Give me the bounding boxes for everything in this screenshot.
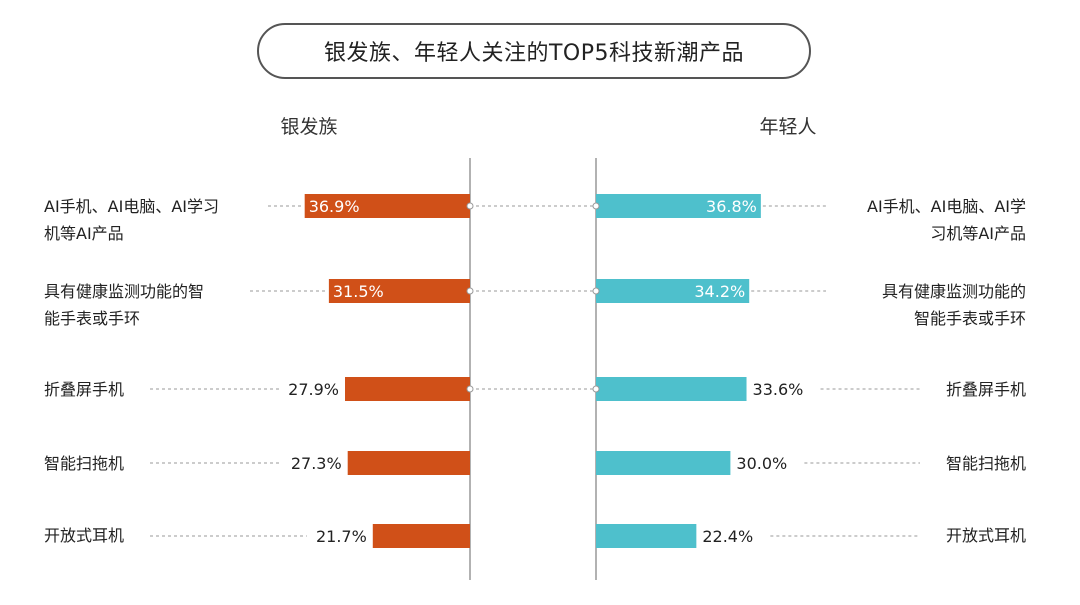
silver-value-label-2: 31.5%: [333, 282, 384, 301]
young-bar-1: [596, 194, 761, 218]
young-bar-2: [596, 279, 750, 303]
young-category-label-2: 具有健康监测功能的 智能手表或手环: [881, 282, 1026, 328]
silver-category-label-5: 开放式耳机: [44, 526, 125, 545]
group-title-young: 年轻人: [759, 116, 817, 138]
group-title-silver: 银发族: [280, 116, 338, 138]
young-value-label-3: 33.6%: [753, 380, 804, 399]
silver-bar-4: [347, 451, 470, 475]
silver-axis-dot-3: [466, 385, 474, 393]
young-category-label-3: 折叠屏手机: [945, 380, 1026, 399]
silver-category-label-1: AI手机、AI电脑、AI学习 机等AI产品: [44, 197, 219, 243]
young-axis-dot-2: [592, 287, 600, 295]
silver-value-label-3: 27.9%: [288, 380, 339, 399]
young-value-label-4: 30.0%: [736, 454, 787, 473]
silver-category-label-2: 具有健康监测功能的智 能手表或手环: [44, 282, 205, 328]
silver-category-label-4: 智能扫拖机: [44, 454, 125, 473]
young-value-label-2: 34.2%: [694, 282, 745, 301]
silver-value-label-4: 27.3%: [291, 454, 342, 473]
young-axis-dot-1: [592, 202, 600, 210]
silver-value-label-1: 36.9%: [309, 197, 360, 216]
silver-axis-dot-2: [466, 287, 474, 295]
young-category-label-4: 智能扫拖机: [945, 454, 1026, 473]
young-bar-5: [596, 524, 697, 548]
chart-title-text: 银发族、年轻人关注的TOP5科技新潮产品: [323, 41, 745, 66]
young-bar-3: [596, 377, 747, 401]
silver-axis-dot-1: [466, 202, 474, 210]
young-category-label-1: AI手机、AI电脑、AI学 习机等AI产品: [867, 197, 1026, 243]
silver-bar-1: [304, 194, 470, 218]
silver-category-label-3: 折叠屏手机: [44, 380, 125, 399]
silver-bar-3: [345, 377, 470, 401]
young-bar-4: [596, 451, 731, 475]
young-value-label-5: 22.4%: [702, 527, 753, 546]
young-axis-dot-3: [592, 385, 600, 393]
young-value-label-1: 36.8%: [706, 197, 757, 216]
young-category-label-5: 开放式耳机: [945, 526, 1026, 545]
silver-bar-2: [328, 279, 470, 303]
silver-value-label-5: 21.7%: [316, 527, 367, 546]
chart-title: 银发族、年轻人关注的TOP5科技新潮产品: [257, 23, 811, 79]
silver-bar-5: [372, 524, 470, 548]
